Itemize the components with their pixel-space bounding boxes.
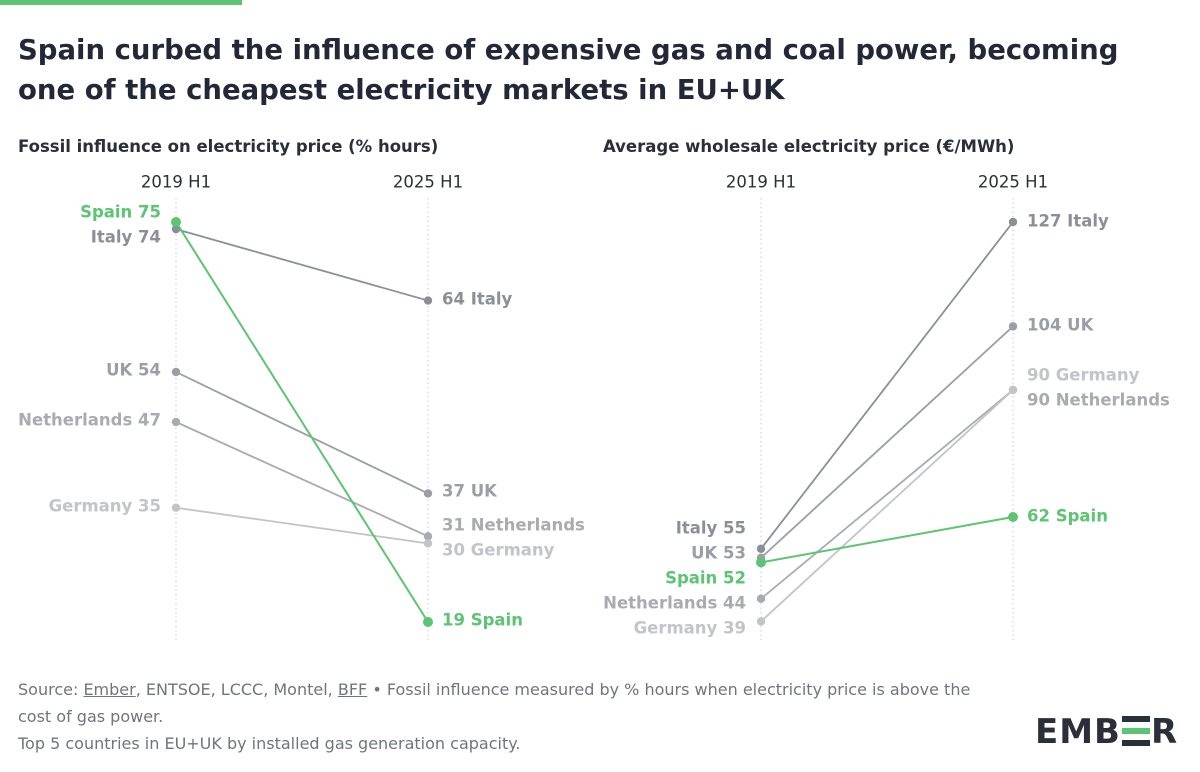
left-series-line-uk	[175, 371, 429, 495]
footer-notes: Source: Ember, ENTSOE, LCCC, Montel, BFF…	[18, 676, 978, 757]
left-point-start-uk	[171, 367, 181, 377]
right-label-start-spain: Spain 52	[665, 569, 746, 588]
source-prefix: Source:	[18, 680, 84, 699]
left-point-start-netherlands	[171, 417, 181, 427]
left-point-end-spain	[423, 617, 433, 627]
left-label-end-netherlands: 31 Netherlands	[442, 516, 585, 535]
right-label-end-netherlands: 90 Netherlands	[1027, 391, 1170, 410]
left-series-line-netherlands	[175, 421, 429, 538]
source-middle: , ENTSOE, LCCC, Montel,	[135, 680, 338, 699]
left-point-end-italy	[423, 296, 433, 305]
footer-note: Top 5 countries in EU+UK by installed ga…	[18, 734, 521, 753]
right-category-label-start: 2019 H1	[726, 173, 796, 192]
left-point-start-spain	[171, 217, 181, 227]
left-label-start-italy: Italy 74	[91, 228, 161, 247]
source-link-bff[interactable]: BFF	[337, 680, 368, 699]
right-point-end-italy	[1008, 217, 1018, 227]
ember-logo: EMB R	[1035, 712, 1178, 752]
left-series-line-spain	[175, 221, 429, 623]
right-series-line-spain	[760, 516, 1014, 564]
top-accent-bar	[0, 0, 242, 5]
left-label-start-spain: Spain 75	[80, 203, 161, 222]
page-title: Spain curbed the influence of expensive …	[18, 34, 1119, 106]
right-label-end-spain: 62 Spain	[1027, 507, 1108, 526]
logo-e-glyph	[1121, 716, 1150, 746]
left-label-end-italy: 64 Italy	[442, 290, 513, 309]
source-line: Source: Ember, ENTSOE, LCCC, Montel, BFF…	[18, 676, 978, 730]
right-label-end-uk: 104 UK	[1027, 316, 1095, 335]
right-label-end-italy: 127 Italy	[1027, 212, 1109, 231]
left-category-label-start: 2019 H1	[141, 173, 211, 192]
left-series-line-germany	[175, 506, 429, 545]
left-label-start-uk: UK 54	[106, 361, 161, 380]
right-label-start-italy: Italy 55	[676, 519, 746, 538]
right-series-line-uk	[760, 325, 1014, 559]
source-link-ember[interactable]: Ember	[83, 680, 136, 699]
left-point-end-netherlands	[423, 532, 433, 541]
right-label-start-germany: Germany 39	[634, 619, 746, 638]
right-point-start-spain	[756, 557, 766, 568]
left-point-end-uk	[423, 489, 433, 498]
left-category-label-end: 2025 H1	[393, 173, 463, 192]
logo-text-left: EMB	[1035, 712, 1121, 752]
right-point-start-italy	[756, 544, 766, 553]
source-suffix: • Fossil influence measured by % hours w…	[18, 680, 971, 726]
right-label-end-germany: 90 Germany	[1027, 366, 1140, 385]
right-chart-title: Average wholesale electricity price (€/M…	[603, 137, 1015, 156]
left-label-start-netherlands: Netherlands 47	[18, 411, 161, 430]
right-point-end-spain	[1008, 512, 1018, 522]
right-series-line-germany	[760, 389, 1014, 623]
logo-text-right: R	[1150, 712, 1179, 752]
left-label-start-germany: Germany 35	[49, 497, 161, 516]
right-series-line-italy	[760, 221, 1014, 550]
right-point-start-netherlands	[756, 594, 766, 603]
left-point-start-germany	[171, 503, 181, 512]
right-point-start-germany	[756, 617, 766, 626]
left-series-line-italy	[175, 228, 429, 302]
right-point-end-germany	[1008, 385, 1018, 395]
left-point-end-germany	[423, 539, 433, 548]
left-label-end-spain: 19 Spain	[442, 611, 523, 630]
left-label-end-uk: 37 UK	[442, 482, 498, 501]
right-label-start-uk: UK 53	[691, 544, 746, 563]
right-label-start-netherlands: Netherlands 44	[603, 594, 746, 613]
right-category-label-end: 2025 H1	[978, 173, 1048, 192]
left-chart-title: Fossil influence on electricity price (%…	[18, 137, 439, 156]
right-series-line-netherlands	[760, 389, 1014, 600]
right-point-end-uk	[1008, 322, 1018, 331]
left-label-end-germany: 30 Germany	[442, 541, 555, 560]
